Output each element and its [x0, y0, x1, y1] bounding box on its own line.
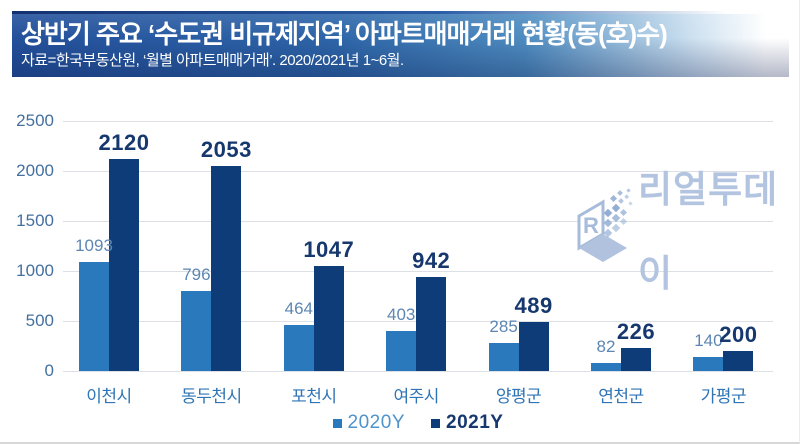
- x-tick-label: 연천군: [598, 387, 644, 406]
- realtoday-cube-icon: R: [572, 187, 634, 277]
- x-tick-label: 여주시: [393, 387, 439, 406]
- bar-2020Y-5: [488, 342, 519, 371]
- bar-2020Y-1: [79, 261, 109, 371]
- x-tick-label: 포천시: [291, 387, 337, 406]
- bar-2021Y-1: [109, 159, 139, 371]
- svg-text:R: R: [583, 213, 599, 238]
- y-tick-label: 500: [25, 311, 54, 330]
- watermark-text: 리얼투데이: [638, 169, 779, 294]
- bar-2020Y-2: [181, 291, 212, 371]
- bar-value-2021Y-7: 200: [719, 322, 758, 347]
- bar-value-2020Y-1: 1093: [75, 235, 113, 255]
- bar-value-2021Y-1: 2120: [98, 130, 150, 155]
- bar-2021Y-3: [313, 266, 344, 371]
- legend-label-2021Y: 2021Y: [446, 412, 504, 433]
- y-tick-label: 2500: [16, 111, 54, 130]
- bar-value-2020Y-7: 140: [694, 331, 723, 350]
- bar-value-2020Y-2: 796: [182, 265, 211, 285]
- bar-value-2020Y-6: 82: [596, 336, 616, 356]
- x-tick-label: 이천시: [86, 387, 132, 406]
- legend-item-2020Y: 2020Y: [332, 412, 405, 434]
- chart-legend: 2020Y 2021Y: [63, 412, 773, 434]
- x-tick-label: 양평군: [495, 387, 542, 406]
- bar-value-2021Y-2: 2053: [200, 136, 252, 162]
- bar-2020Y-3: [283, 324, 314, 371]
- bar-value-2020Y-5: 285: [489, 316, 518, 336]
- bar-2021Y-4: [416, 276, 447, 371]
- y-tick-label: 1500: [16, 211, 54, 230]
- page-title: 상반기 주요 ‘수도권 비규제지역’ 아파트매매거래 현황(동(호)수): [21, 19, 668, 49]
- legend-swatch-2020Y: [332, 418, 342, 428]
- bar-value-2020Y-4: 403: [387, 304, 416, 324]
- gridline-0: [63, 370, 773, 372]
- bar-2021Y-7: [723, 351, 754, 371]
- bar-2020Y-6: [591, 362, 621, 371]
- page-subtitle: 자료=한국부동산원, ‘월별 아파트매매거래’. 2020/2021년 1~6월…: [21, 52, 404, 69]
- bar-2021Y-5: [518, 322, 549, 371]
- gridline-2000: [63, 170, 773, 172]
- bar-2020Y-4: [386, 330, 417, 371]
- y-tick-label: 2000: [16, 161, 54, 180]
- bar-chart: 0 500 1000 1500 2000 2500 이천시 1093 2120 동두천시 796 20…: [0, 90, 799, 442]
- gridline-1500: [63, 220, 773, 222]
- gridline-2500: [63, 120, 773, 122]
- x-tick-label: 가평군: [700, 387, 747, 406]
- legend-label-2020Y: 2020Y: [347, 412, 405, 433]
- bar-value-2021Y-3: 1047: [303, 237, 355, 263]
- bar-2021Y-6: [621, 348, 651, 371]
- y-tick-label: 1000: [16, 261, 54, 280]
- bar-2020Y-7: [693, 357, 724, 371]
- gridline-1000: [63, 270, 773, 272]
- header-top-rule: [12, 11, 789, 14]
- header-band: 상반기 주요 ‘수도권 비규제지역’ 아파트매매거래 현황(동(호)수) 자료=…: [12, 14, 789, 77]
- bar-value-2020Y-3: 464: [284, 298, 313, 318]
- bar-value-2021Y-6: 226: [616, 319, 656, 345]
- legend-swatch-2021Y: [431, 418, 440, 428]
- bar-value-2021Y-5: 489: [514, 293, 553, 319]
- bar-2021Y-2: [211, 165, 242, 371]
- x-tick-label: 동두천시: [181, 387, 242, 406]
- watermark: R: [572, 148, 799, 316]
- y-tick-label: 0: [44, 361, 54, 380]
- bar-value-2021Y-4: 942: [412, 247, 451, 273]
- legend-item-2021Y: 2021Y: [431, 412, 503, 434]
